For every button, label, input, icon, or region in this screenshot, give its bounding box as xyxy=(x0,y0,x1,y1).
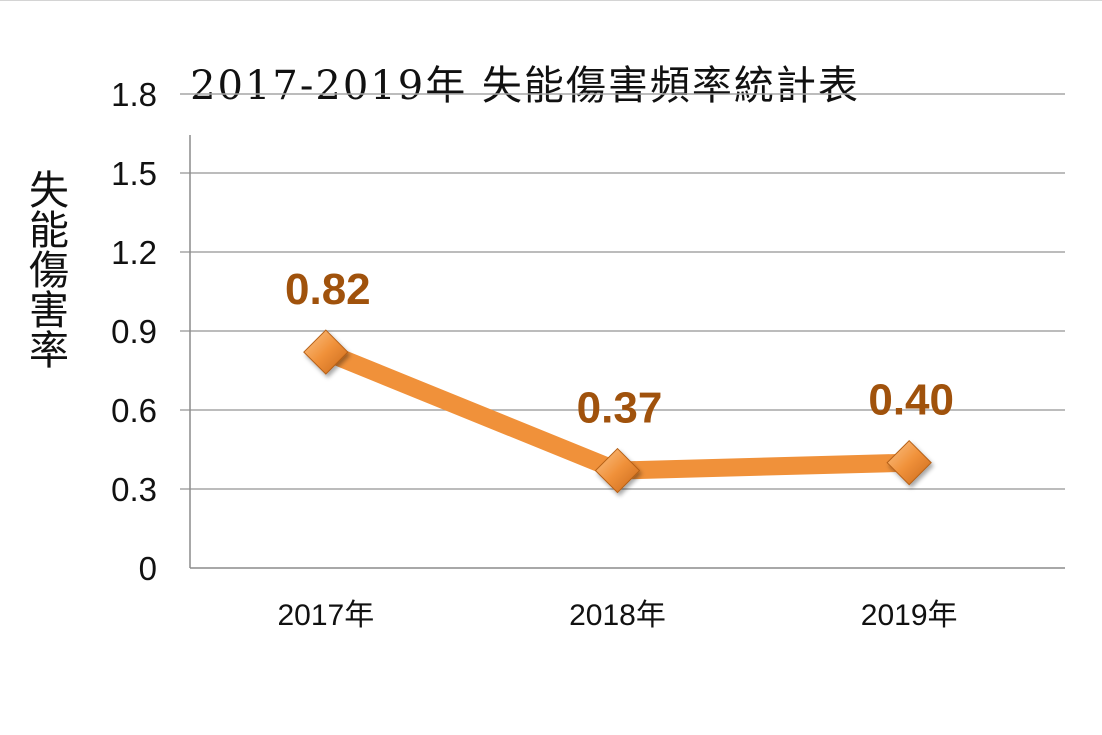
data-point-marker xyxy=(886,439,932,486)
data-point-marker xyxy=(303,329,349,375)
x-tick-label: 2017年 xyxy=(277,599,374,632)
y-tick-label: 0 xyxy=(139,550,157,587)
series-line-segment xyxy=(316,343,627,480)
y-tick-label: 1.5 xyxy=(111,155,157,192)
x-tick-label: 2019年 xyxy=(861,599,958,632)
series-line-segment xyxy=(608,453,919,480)
data-point-marker xyxy=(594,447,641,494)
chart-title: 2017-2019年 失能傷害頻率統計表 xyxy=(190,63,860,109)
data-label: 0.40 xyxy=(868,376,954,425)
y-tick-label: 0.3 xyxy=(111,471,157,508)
x-tick-label: 2018年 xyxy=(569,599,666,632)
y-axis-label: 失能傷害率 xyxy=(22,169,68,369)
y-tick-label: 1.2 xyxy=(111,234,157,271)
y-tick-label: 0.6 xyxy=(111,392,157,429)
y-tick-label: 1.8 xyxy=(111,76,157,113)
data-label: 0.37 xyxy=(577,384,663,433)
y-tick-label: 0.9 xyxy=(111,313,157,350)
data-label: 0.82 xyxy=(285,265,371,314)
